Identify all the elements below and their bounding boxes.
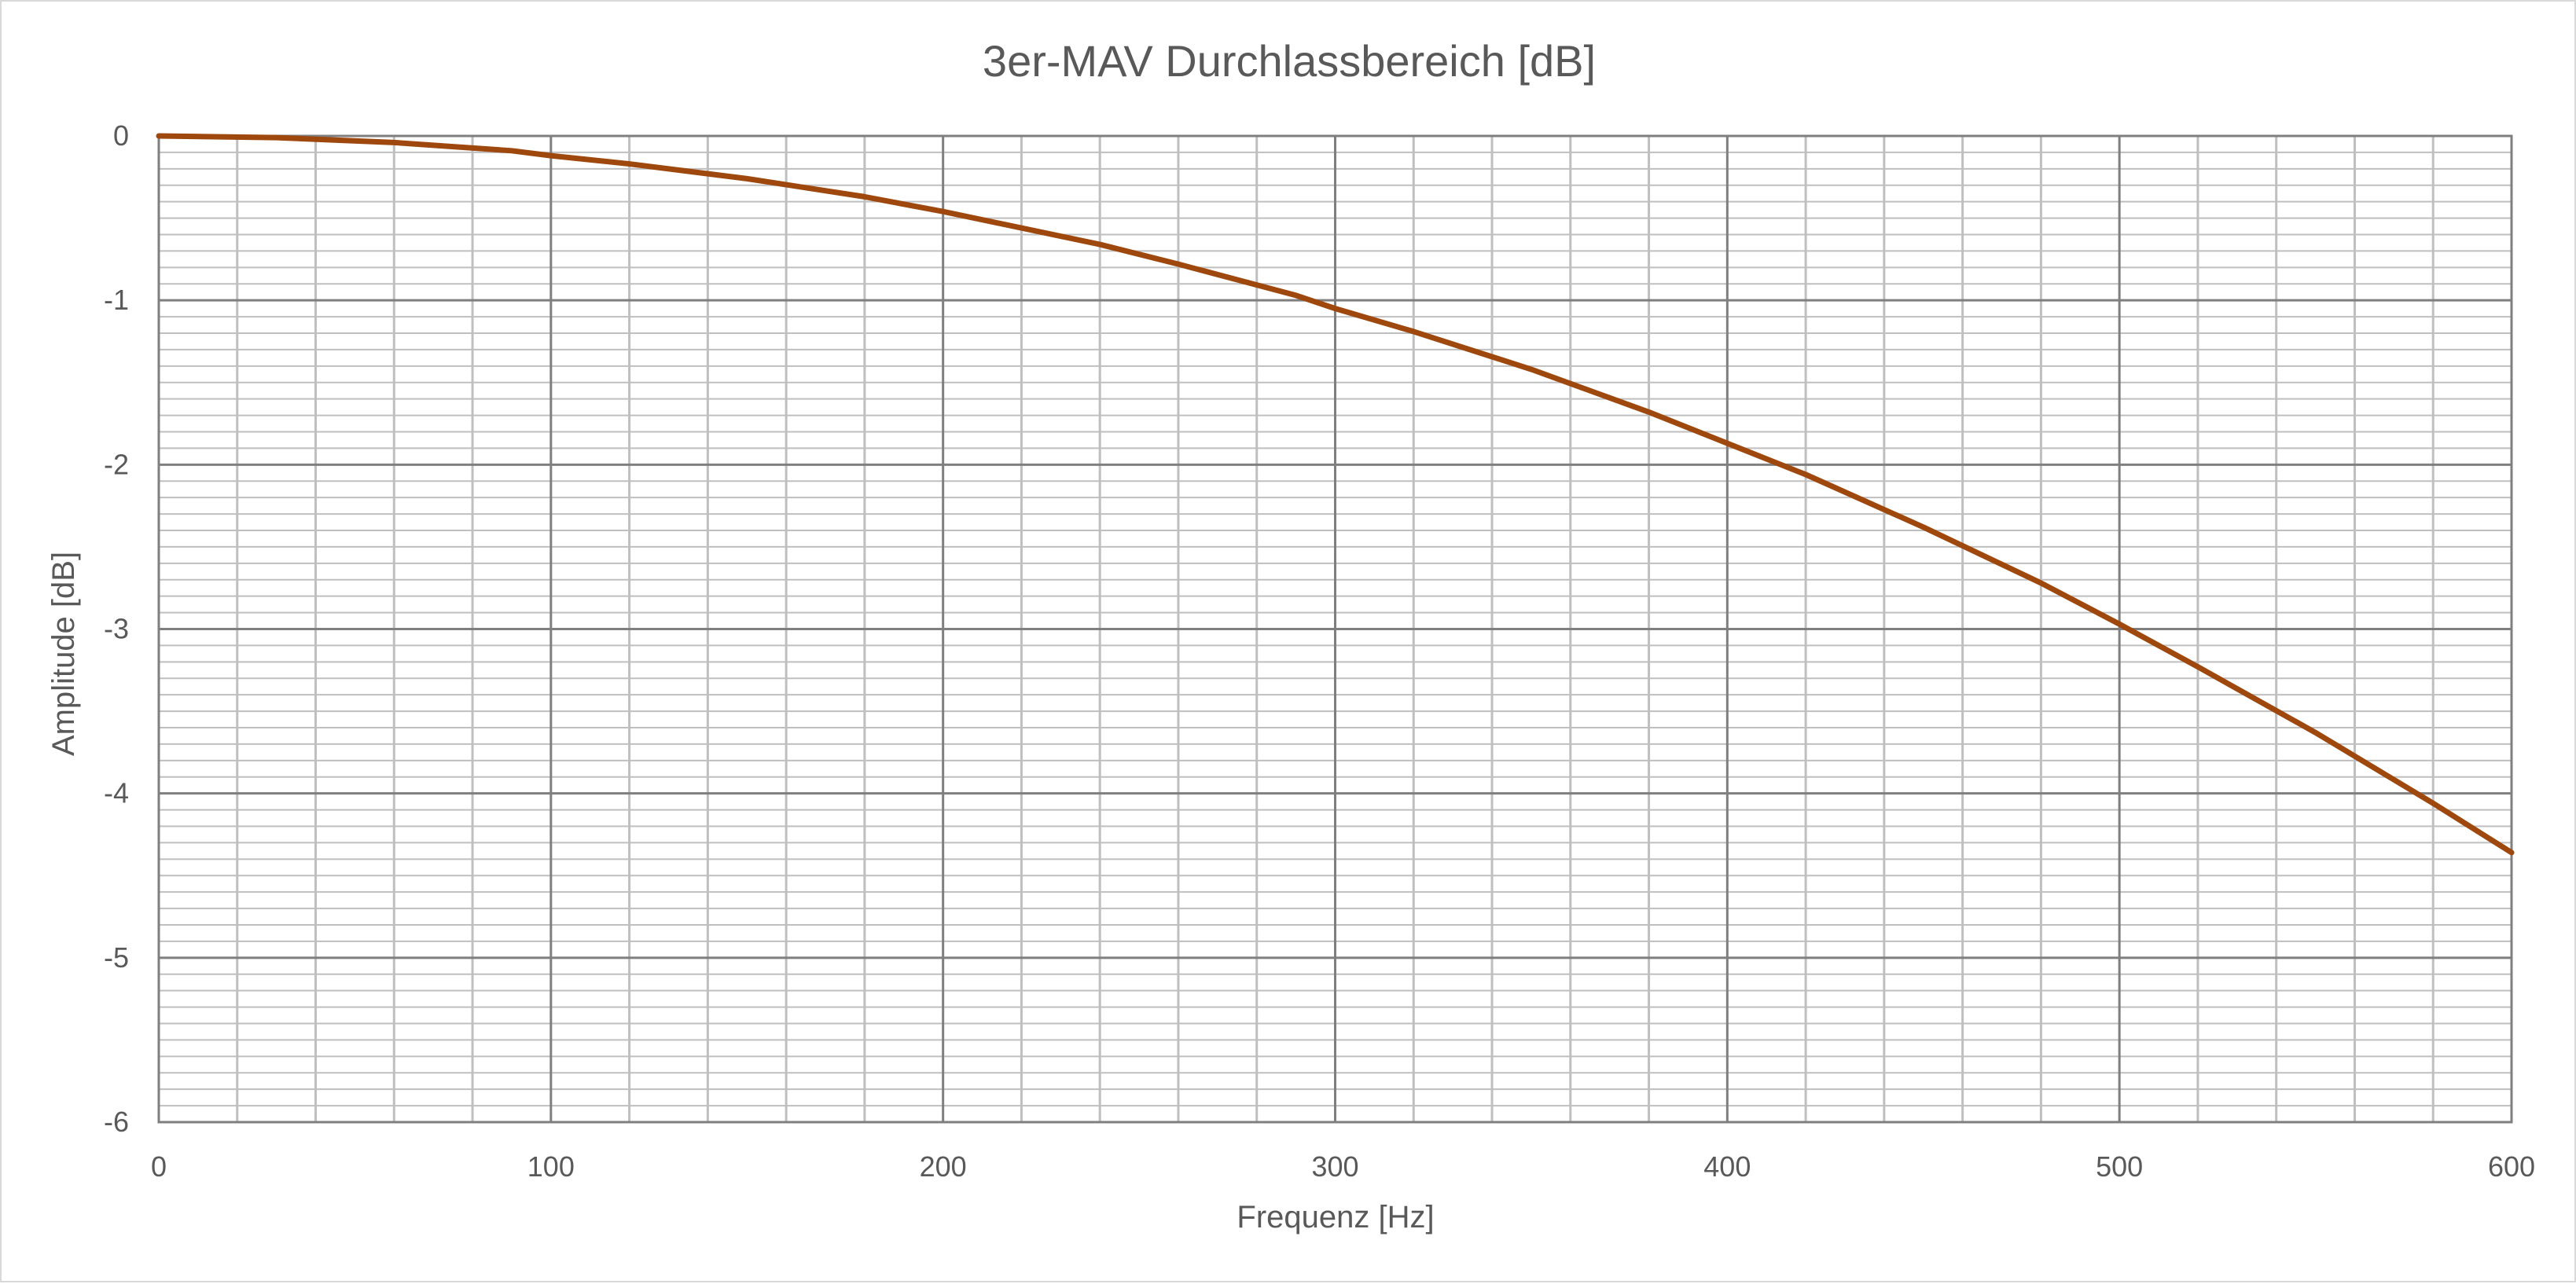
y-tick-label: -2 xyxy=(104,448,129,480)
x-tick-label: 600 xyxy=(2488,1150,2535,1183)
x-tick-label: 500 xyxy=(2096,1150,2143,1183)
y-tick-label: -1 xyxy=(104,284,129,316)
x-tick-label: 300 xyxy=(1311,1150,1358,1183)
series-layer xyxy=(156,133,2515,856)
y-axis-ticks: 0 -1 -2 -3 -4 -5 -6 xyxy=(104,119,129,1138)
series-line-0 xyxy=(156,133,2515,856)
y-tick-label: -6 xyxy=(104,1106,129,1138)
y-tick-label: -5 xyxy=(104,941,129,974)
x-tick-label: 400 xyxy=(1703,1150,1751,1183)
y-tick-label: 0 xyxy=(113,119,129,152)
y-tick-label: -4 xyxy=(104,777,129,809)
y-tick-label: -3 xyxy=(104,613,129,645)
x-axis-ticks: 0 100 200 300 400 500 600 xyxy=(151,1150,2535,1183)
plot-area-border xyxy=(157,134,2513,1124)
x-axis-title: Frequenz [Hz] xyxy=(1237,1200,1434,1234)
x-tick-label: 100 xyxy=(527,1150,575,1183)
chart-title: 3er-MAV Durchlassbereich [dB] xyxy=(983,36,1596,86)
plot-border xyxy=(157,134,2513,1124)
x-tick-label: 0 xyxy=(151,1150,167,1183)
x-tick-label: 200 xyxy=(920,1150,967,1183)
y-axis-title: Amplitude [dB] xyxy=(46,552,81,756)
